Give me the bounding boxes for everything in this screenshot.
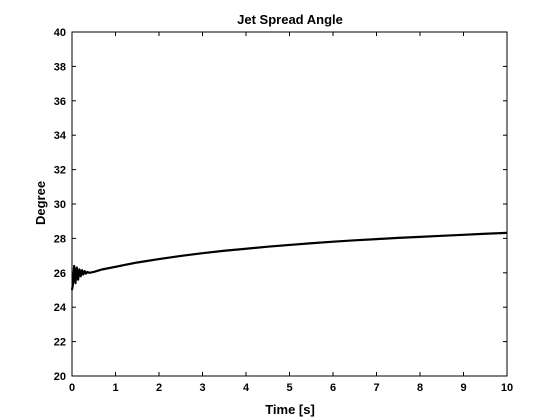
y-tick-label: 40 xyxy=(54,27,66,39)
x-tick-label: 10 xyxy=(501,382,513,394)
x-tick-label: 0 xyxy=(69,382,75,394)
x-tick-label: 1 xyxy=(112,382,118,394)
x-tick-label: 9 xyxy=(460,382,466,394)
x-tick-label: 5 xyxy=(286,382,292,394)
y-tick-label: 20 xyxy=(54,371,66,383)
y-tick-label: 32 xyxy=(54,165,66,177)
x-tick-label: 6 xyxy=(330,382,336,394)
y-tick-label: 28 xyxy=(54,233,66,245)
x-tick-label: 4 xyxy=(243,382,250,394)
y-tick-label: 34 xyxy=(54,130,67,142)
x-tick-label: 2 xyxy=(156,382,162,394)
y-tick-label: 24 xyxy=(54,302,67,314)
x-axis-label: Time [s] xyxy=(265,402,315,417)
y-tick-label: 36 xyxy=(54,96,66,108)
y-tick-label: 30 xyxy=(54,199,66,211)
series-line xyxy=(70,231,508,291)
chart-title: Jet Spread Angle xyxy=(237,12,343,27)
x-tick-label: 3 xyxy=(199,382,205,394)
x-tick-label: 7 xyxy=(373,382,379,394)
y-tick-label: 26 xyxy=(54,268,66,280)
x-tick-label: 8 xyxy=(417,382,423,394)
y-tick-label: 38 xyxy=(54,61,66,73)
axes-box xyxy=(71,31,508,377)
y-axis-label: Degree xyxy=(33,181,48,225)
y-tick-label: 22 xyxy=(54,337,66,349)
